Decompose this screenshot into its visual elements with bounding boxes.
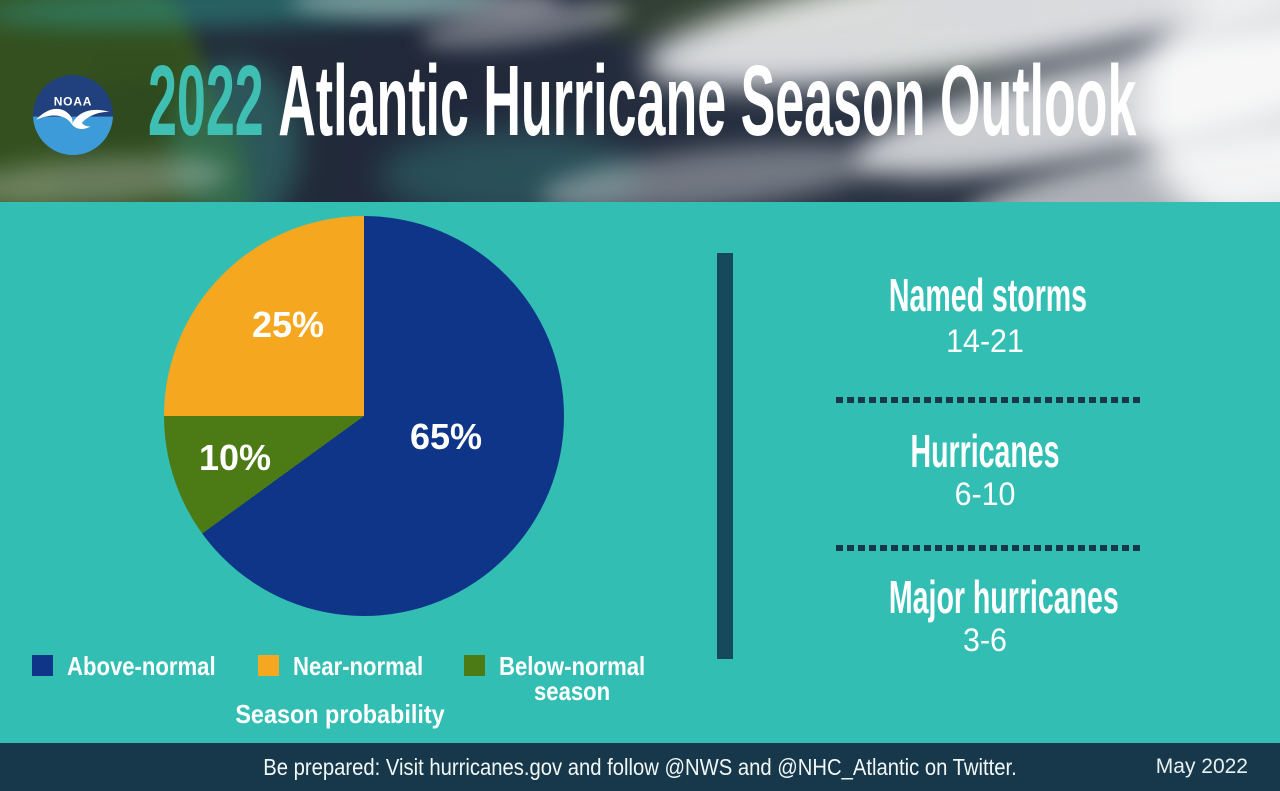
footer-message: Be prepared: Visit hurricanes.gov and fo… (263, 754, 1017, 780)
footer-date: May 2022 (1155, 755, 1248, 778)
outlook-stats: Named storms 14-21 Hurricanes 6-10 Major… (830, 0, 1140, 791)
header-banner: NOAA 2022 Atlantic Hurricane Season Outl… (0, 0, 1280, 202)
title-year: 2022 (148, 44, 264, 157)
dotted-separator (836, 545, 1140, 551)
svg-text:NOAA: NOAA (54, 94, 93, 108)
stat-range-hurricanes: 6-10 (954, 476, 1016, 512)
noaa-logo: NOAA (33, 75, 113, 155)
stat-label-major-hurricanes: Major hurricanes (888, 571, 1119, 623)
pie-chart: 65% 25% 10% (164, 216, 564, 616)
pie-slice-label-near-normal: 25% (251, 304, 325, 345)
satellite-shallow-water (170, 60, 300, 202)
legend-swatch-near-normal (258, 655, 279, 676)
noaa-logo-icon: NOAA (33, 75, 113, 155)
stat-label-named-storms: Named storms (888, 269, 1088, 321)
stat-label-hurricanes: Hurricanes (910, 425, 1060, 477)
satellite-shallow-water (380, 130, 640, 202)
legend-item-above-normal: Above-normal (32, 651, 242, 681)
legend-item-below-normal: Below-normal season (464, 651, 671, 706)
vertical-divider (717, 253, 733, 659)
stat-range-major-hurricanes: 3-6 (963, 622, 1007, 658)
satellite-cloud (290, 0, 560, 20)
pie-slice-label-above-normal: 65% (409, 416, 483, 457)
legend-label-above-normal: Above-normal (67, 651, 216, 681)
legend-label-near-normal: Near-normal (293, 651, 424, 681)
dotted-separator (836, 397, 1140, 403)
legend-swatch-below-normal (464, 655, 485, 676)
pie-slice-label-below-normal: 10% (198, 437, 272, 478)
legend-swatch-above-normal (32, 655, 53, 676)
legend-label-below-normal: Below-normal season (499, 651, 646, 706)
legend-item-near-normal: Near-normal (258, 651, 446, 681)
stat-range-named-storms: 14-21 (946, 323, 1024, 359)
page-title: 2022 Atlantic Hurricane Season Outlook (148, 0, 1136, 202)
footer-bar: Be prepared: Visit hurricanes.gov and fo… (0, 743, 1280, 791)
chart-caption: Season probability (235, 699, 445, 729)
title-text: Atlantic Hurricane Season Outlook (278, 44, 1137, 157)
